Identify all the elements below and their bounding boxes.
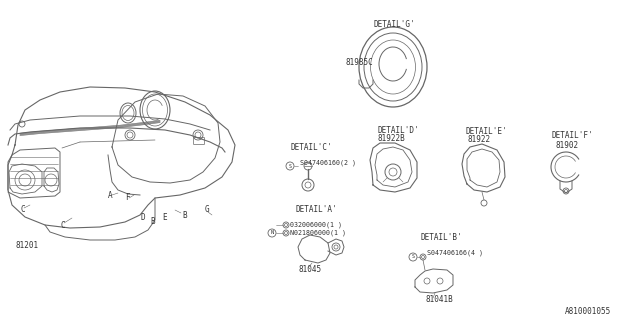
Text: E: E (162, 213, 166, 222)
Text: S047406166(4 ): S047406166(4 ) (427, 250, 483, 256)
Text: 81985C: 81985C (345, 58, 372, 67)
Text: C: C (20, 205, 24, 214)
Text: DETAIL'D': DETAIL'D' (377, 125, 419, 134)
Text: C: C (60, 220, 65, 229)
Text: A: A (108, 190, 113, 199)
Text: N: N (270, 230, 274, 236)
Text: S: S (412, 254, 415, 260)
Text: 81045: 81045 (298, 266, 321, 275)
Text: 81922B: 81922B (377, 133, 404, 142)
Text: G: G (205, 205, 210, 214)
Text: 81922: 81922 (467, 134, 490, 143)
Text: N021806000(1 ): N021806000(1 ) (290, 230, 346, 236)
Text: B: B (150, 218, 155, 227)
Text: S047406160(2 ): S047406160(2 ) (300, 160, 356, 166)
Text: B: B (182, 211, 187, 220)
Text: DETAIL'B': DETAIL'B' (420, 233, 461, 242)
Text: 81902: 81902 (556, 140, 579, 149)
Text: A810001055: A810001055 (565, 308, 611, 316)
Text: DETAIL'G': DETAIL'G' (373, 20, 415, 28)
Text: F: F (125, 194, 130, 203)
Text: D: D (140, 213, 145, 222)
Text: DETAIL'A': DETAIL'A' (295, 205, 337, 214)
Text: 81041B: 81041B (425, 295, 452, 305)
Text: S: S (289, 164, 291, 169)
Text: DETAIL'C': DETAIL'C' (290, 142, 332, 151)
Text: DETAIL'F': DETAIL'F' (551, 131, 593, 140)
Text: DETAIL'E': DETAIL'E' (465, 126, 507, 135)
Text: 032006000(1 ): 032006000(1 ) (290, 222, 342, 228)
Text: 81201: 81201 (15, 241, 38, 250)
